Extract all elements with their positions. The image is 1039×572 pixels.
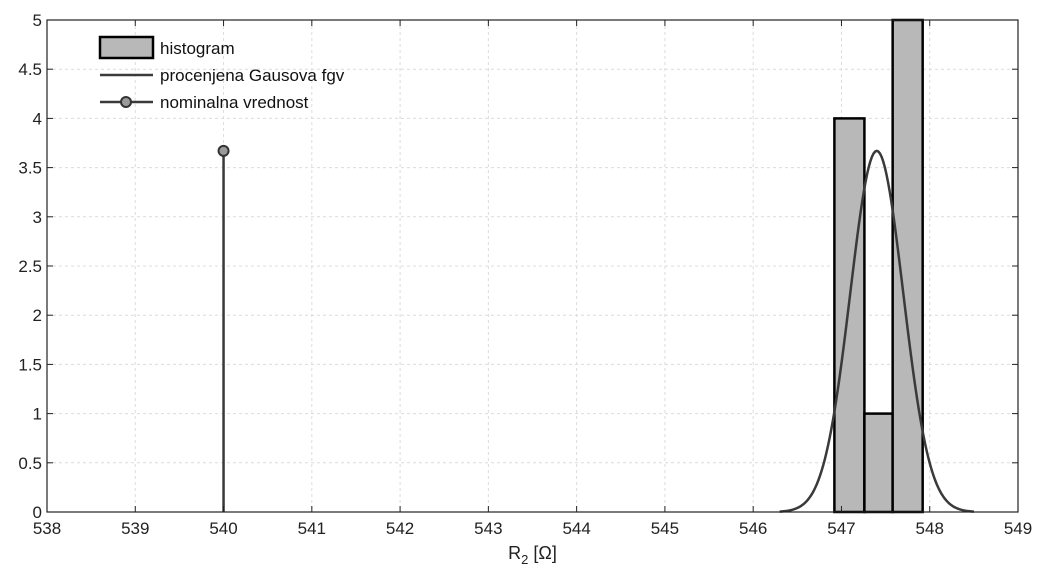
histogram-bar-3 [891, 18, 924, 514]
x-tick-label-547: 547 [827, 519, 855, 538]
y-tick-labels: 0 0.5 1 1.5 2 2.5 3 3.5 4 4.5 5 [18, 11, 42, 522]
x-tick-label-546: 546 [739, 519, 767, 538]
y-tick-label-1.5: 1.5 [18, 355, 42, 374]
gaussian-curve [779, 149, 974, 513]
y-tick-label-0: 0 [33, 503, 42, 522]
legend: histogram procenjena Gausova fgv nominal… [98, 35, 345, 112]
legend-label-nominal: nominalna vrednost [160, 93, 309, 112]
x-tick-label-542: 542 [386, 519, 414, 538]
x-tick-label-544: 544 [562, 519, 590, 538]
x-tick-labels: 538 539 540 541 542 543 544 545 546 547 548 549 [33, 519, 1032, 538]
x-axis-label: R2 [Ω] [508, 543, 557, 567]
x-tick-label-545: 545 [651, 519, 679, 538]
histogram-bar-1 [833, 117, 866, 514]
x-tick-label-539: 539 [121, 519, 149, 538]
x-tick-label-541: 541 [298, 519, 326, 538]
legend-label-gaussian: procenjena Gausova fgv [160, 66, 345, 85]
y-tick-label-1: 1 [33, 405, 42, 424]
y-tick-label-3: 3 [33, 208, 42, 227]
y-tick-label-0.5: 0.5 [18, 454, 42, 473]
x-tick-label-549: 549 [1004, 519, 1032, 538]
x-tick-label-538: 538 [33, 519, 61, 538]
legend-label-histogram: histogram [160, 39, 235, 58]
nominal-stem-layer [217, 144, 230, 512]
y-tick-label-3.5: 3.5 [18, 159, 42, 178]
histogram-bars [833, 18, 924, 514]
legend-swatch-nominal-marker [120, 96, 132, 108]
nominal-stem-marker [217, 144, 230, 157]
legend-swatch-histogram [98, 35, 155, 60]
x-axis-label-main: R [508, 543, 521, 563]
y-tick-label-4.5: 4.5 [18, 60, 42, 79]
histogram-bar-2 [863, 412, 894, 514]
x-tick-label-548: 548 [916, 519, 944, 538]
gaussian-curve-layer [779, 149, 974, 513]
x-tick-label-543: 543 [474, 519, 502, 538]
y-tick-label-2: 2 [33, 306, 42, 325]
y-tick-label-2.5: 2.5 [18, 257, 42, 276]
y-tick-label-4: 4 [33, 109, 42, 128]
y-tick-label-5: 5 [33, 11, 42, 30]
axis-ticks [46, 19, 1019, 513]
x-axis-label-subscript: 2 [521, 552, 528, 567]
x-tick-label-540: 540 [209, 519, 237, 538]
x-axis-label-unit: [Ω] [528, 543, 556, 563]
